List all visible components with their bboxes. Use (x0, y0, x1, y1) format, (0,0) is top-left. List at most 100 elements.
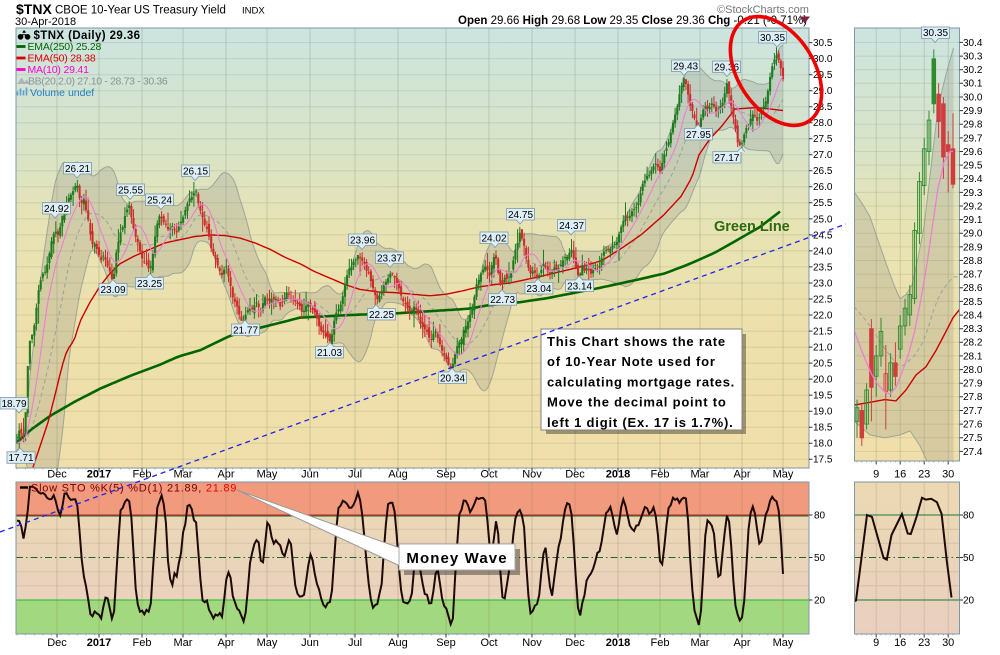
svg-text:20.0: 20.0 (813, 375, 833, 386)
svg-text:17.71: 17.71 (8, 453, 33, 464)
svg-text:28.5: 28.5 (963, 297, 983, 308)
svg-text:May: May (773, 469, 794, 481)
svg-text:16: 16 (894, 637, 906, 649)
svg-text:50: 50 (814, 553, 826, 564)
svg-text:27.95: 27.95 (686, 130, 711, 141)
svg-text:calculating mortgage rates.: calculating mortgage rates. (547, 374, 735, 389)
svg-text:30: 30 (942, 637, 954, 649)
svg-text:Jun: Jun (301, 637, 319, 649)
svg-text:30.0: 30.0 (963, 92, 983, 103)
svg-text:29.2: 29.2 (963, 201, 983, 212)
svg-text:23.0: 23.0 (813, 278, 833, 289)
svg-text:MA(10) 29.41: MA(10) 29.41 (28, 64, 90, 76)
svg-text:29.9: 29.9 (963, 106, 983, 117)
svg-text:24.5: 24.5 (813, 230, 833, 241)
svg-text:2018: 2018 (606, 637, 630, 649)
svg-text:Dec: Dec (47, 637, 67, 649)
svg-text:of 10-Year Note used for: of 10-Year Note used for (547, 354, 716, 369)
svg-text:27.9: 27.9 (963, 379, 983, 390)
svg-text:Feb: Feb (651, 469, 670, 481)
svg-text:22.25: 22.25 (369, 310, 394, 321)
svg-text:21.03: 21.03 (317, 348, 342, 359)
svg-text:25.5: 25.5 (813, 198, 833, 209)
svg-text:BB(20,2.0) 27.10 - 28.73 - 30.: BB(20,2.0) 27.10 - 28.73 - 30.36 (28, 76, 168, 88)
svg-text:80: 80 (963, 510, 975, 521)
svg-text:20.34: 20.34 (440, 373, 465, 384)
svg-text:19.0: 19.0 (813, 407, 833, 418)
svg-text:28.0: 28.0 (963, 365, 983, 376)
svg-text:26.15: 26.15 (183, 166, 208, 177)
svg-text:May: May (773, 637, 794, 649)
svg-text:Feb: Feb (651, 637, 670, 649)
svg-text:30: 30 (942, 469, 954, 481)
svg-text:28.1: 28.1 (963, 351, 983, 362)
svg-text:27.0: 27.0 (813, 150, 833, 161)
svg-text:This Chart shows the rate: This Chart shows the rate (547, 334, 726, 349)
svg-text:30.3: 30.3 (963, 52, 983, 63)
svg-text:23: 23 (918, 469, 930, 481)
svg-text:29.8: 29.8 (963, 120, 983, 131)
svg-text:Mar: Mar (691, 469, 710, 481)
svg-text:CBOE 10-Year US Treasury Yield: CBOE 10-Year US Treasury Yield (55, 5, 226, 17)
svg-text:Apr: Apr (733, 637, 750, 649)
svg-text:18.0: 18.0 (813, 439, 833, 450)
svg-text:Aug: Aug (388, 469, 408, 481)
svg-text:9: 9 (873, 637, 879, 649)
svg-text:Dec: Dec (565, 637, 585, 649)
svg-text:30.35: 30.35 (760, 33, 785, 44)
svg-text:Feb: Feb (133, 637, 152, 649)
svg-text:Oct: Oct (480, 469, 497, 481)
svg-text:30-Apr-2018: 30-Apr-2018 (15, 16, 76, 28)
svg-text:27.6: 27.6 (963, 420, 983, 431)
svg-text:$TNX (Daily) 29.36: $TNX (Daily) 29.36 (34, 30, 141, 42)
svg-text:28.4: 28.4 (963, 311, 983, 322)
svg-text:29.5: 29.5 (813, 70, 833, 81)
svg-text:20: 20 (814, 595, 826, 606)
svg-text:23.5: 23.5 (813, 262, 833, 273)
svg-text:27.5: 27.5 (963, 433, 983, 444)
svg-text:28.9: 28.9 (963, 242, 983, 253)
svg-text:Aug: Aug (388, 637, 408, 649)
svg-text:Jun: Jun (301, 469, 319, 481)
svg-text:21.77: 21.77 (233, 325, 258, 336)
svg-text:28.5: 28.5 (813, 102, 833, 113)
svg-text:26.21: 26.21 (65, 164, 90, 175)
svg-text:May: May (257, 469, 278, 481)
svg-text:28.2: 28.2 (963, 338, 983, 349)
svg-text:24.02: 24.02 (481, 233, 506, 244)
svg-text:29.4: 29.4 (963, 174, 983, 185)
svg-text:left 1 digit (Ex. 17 is 1.7%).: left 1 digit (Ex. 17 is 1.7%). (547, 415, 734, 430)
svg-text:Green Line: Green Line (714, 219, 790, 235)
svg-text:Dec: Dec (47, 469, 67, 481)
svg-text:30.1: 30.1 (963, 79, 983, 90)
svg-text:23.09: 23.09 (100, 285, 125, 296)
svg-text:Jul: Jul (348, 637, 362, 649)
svg-text:Oct: Oct (480, 637, 497, 649)
svg-text:25.55: 25.55 (118, 185, 143, 196)
svg-text:2018: 2018 (606, 469, 630, 481)
svg-text:May: May (257, 637, 278, 649)
svg-text:27.5: 27.5 (813, 134, 833, 145)
svg-text:Open 29.66 High 29.68 Low 29.3: Open 29.66 High 29.68 Low 29.35 Close 29… (458, 15, 807, 27)
svg-text:22.0: 22.0 (813, 310, 833, 321)
svg-text:Dec: Dec (565, 469, 585, 481)
svg-text:Move the decimal point to: Move the decimal point to (547, 395, 727, 410)
svg-text:20: 20 (963, 595, 975, 606)
svg-text:Slow STO %K(5) %D(1) 21.89, 21: Slow STO %K(5) %D(1) 21.89, 21.89 (31, 483, 237, 495)
svg-text:28.6: 28.6 (963, 283, 983, 294)
svg-text:Sep: Sep (436, 637, 456, 649)
svg-text:2017: 2017 (87, 469, 111, 481)
svg-text:$TNX: $TNX (16, 1, 52, 17)
svg-text:28.7: 28.7 (963, 270, 983, 281)
svg-text:Apr: Apr (217, 637, 234, 649)
svg-text:©StockCharts.com: ©StockCharts.com (717, 4, 809, 16)
svg-text:29.5: 29.5 (963, 161, 983, 172)
svg-text:19.5: 19.5 (813, 391, 833, 402)
svg-text:17.5: 17.5 (813, 455, 833, 466)
svg-text:23.25: 23.25 (137, 279, 162, 290)
svg-text:22.73: 22.73 (490, 295, 515, 306)
svg-text:Money Wave: Money Wave (406, 550, 507, 567)
svg-text:Volume undef: Volume undef (30, 87, 94, 99)
svg-text:24.0: 24.0 (813, 246, 833, 257)
svg-text:27.17: 27.17 (714, 153, 739, 164)
